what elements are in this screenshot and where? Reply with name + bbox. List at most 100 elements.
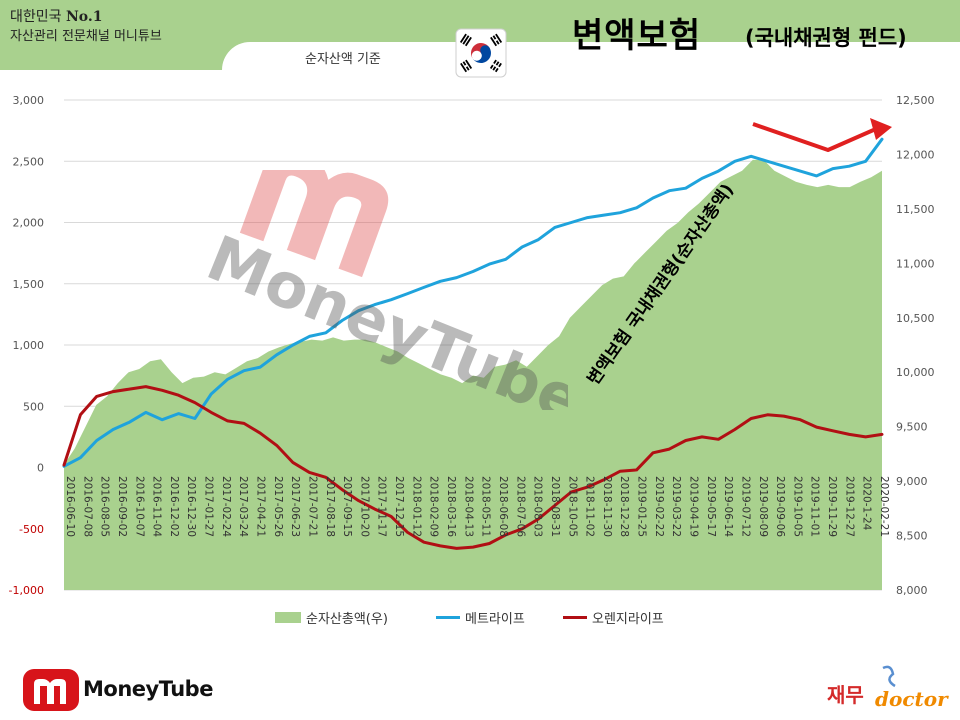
left-tick-label: 0 [37, 462, 44, 475]
page-subtitle: (국내채권형 펀드) [745, 26, 907, 50]
x-tick-label: 2019-03-22 [670, 476, 682, 537]
x-tick-label: 2016-09-02 [116, 476, 128, 537]
chart: 3,000 2,500 2,000 1,500 1,000 500 0 -500 -1,000 1… [9, 94, 935, 597]
korea-flag-icon [455, 28, 507, 78]
x-tick-label: 2017-04-21 [255, 476, 267, 537]
x-tick-label: 2018-07-06 [514, 476, 526, 537]
x-tick-label: 2019-09-06 [774, 476, 786, 537]
x-tick-label: 2019-04-19 [688, 476, 700, 537]
right-tick-label: 8,000 [896, 584, 928, 597]
left-tick-label: 1,000 [13, 339, 45, 352]
x-tick-label: 2016-12-02 [168, 476, 180, 537]
x-tick-label: 2019-10-05 [791, 476, 803, 537]
x-tick-label: 2016-11-04 [151, 476, 163, 537]
x-tick-label: 2017-10-20 [358, 476, 370, 537]
x-tick-label: 2017-11-17 [376, 476, 388, 537]
moneytube-watermark: MoneyTube [197, 170, 568, 410]
x-tick-label: 2019-05-17 [705, 476, 717, 537]
right-tick-label: 9,000 [896, 475, 928, 488]
left-tick-label: 2,000 [13, 217, 45, 230]
legend-item-area: 순자산총액(우) [275, 608, 388, 627]
legend-label-metlife: 메트라이프 [465, 612, 525, 627]
right-tick-label: 12,500 [896, 94, 935, 107]
left-tick-label: 500 [23, 400, 44, 413]
x-tick-label: 2016-10-07 [133, 476, 145, 537]
x-tick-label: 2018-11-02 [584, 476, 596, 537]
x-tick-label: 2018-01-12 [410, 476, 422, 537]
x-tick-label: 2018-05-11 [480, 476, 492, 537]
x-tick-label: 2017-02-24 [220, 476, 232, 537]
x-tick-label: 2019-11-29 [826, 476, 838, 537]
legend-item-orange: 오렌지라이프 [563, 608, 664, 627]
x-tick-label: 2016-06-10 [64, 476, 76, 537]
x-tick-label: 2018-10-05 [566, 476, 578, 537]
moneytube-logo-text: MoneyTube [83, 677, 213, 701]
legend-item-metlife: 메트라이프 [436, 608, 525, 627]
right-tick-label: 10,500 [896, 312, 935, 325]
legend-label-area: 순자산총액(우) [306, 612, 388, 627]
series-area-net-assets [64, 159, 882, 590]
x-tick-label: 2019-08-09 [757, 476, 769, 537]
x-tick-label: 2018-03-16 [445, 476, 457, 537]
x-tick-label: 2017-08-18 [324, 476, 336, 537]
legend-swatch-metlife [436, 616, 460, 619]
moneytube-logo-icon [23, 669, 79, 711]
x-tick-label: 2019-02-22 [653, 476, 665, 537]
x-tick-label: 2017-07-21 [307, 476, 319, 537]
left-tick-label: 3,000 [13, 94, 45, 107]
doctor-logo-left: 재무 [827, 683, 864, 707]
x-tick-label: 2018-06-08 [497, 476, 509, 537]
x-tick-label: 2018-12-28 [618, 476, 630, 537]
x-tick-label: 2019-11-01 [809, 476, 821, 537]
left-tick-label: 2,500 [13, 155, 45, 168]
basis-label: 순자산액 기준 [305, 52, 381, 67]
doctor-logo-right: doctor [875, 687, 949, 711]
x-tick-label: 2018-02-09 [428, 476, 440, 537]
right-tick-label: 11,500 [896, 203, 935, 216]
x-tick-label: 2020-1-24 [861, 476, 873, 531]
header-left-block [0, 0, 222, 42]
x-tick-label: 2019-07-12 [739, 476, 751, 537]
x-tick-label: 2018-08-31 [549, 476, 561, 537]
trend-arrow-icon [752, 118, 892, 152]
right-tick-label: 12,000 [896, 148, 935, 161]
watermark-text: MoneyTube [197, 221, 568, 410]
x-tick-label: 2017-01-27 [203, 476, 215, 537]
x-tick-label: 2019-01-25 [636, 476, 648, 537]
line-layer [62, 137, 884, 550]
legend-swatch-area [275, 612, 301, 623]
right-tick-label: 9,500 [896, 421, 928, 434]
x-tick-label: 2017-06-23 [289, 476, 301, 537]
x-tick-label: 2016-07-08 [81, 476, 93, 537]
right-tick-label: 8,500 [896, 530, 928, 543]
x-tick-label: 2016-12-30 [185, 476, 197, 537]
x-tick-label: 2017-12-15 [393, 476, 405, 537]
x-tick-label: 2019-12-27 [843, 476, 855, 537]
chart-legend: 순자산총액(우) 메트라이프 오렌지라이프 [0, 608, 960, 628]
x-tick-label: 2018-04-13 [462, 476, 474, 537]
right-tick-label: 11,000 [896, 257, 935, 270]
x-tick-label: 2018-08-03 [532, 476, 544, 537]
x-tick-label: 2017-03-24 [237, 476, 249, 537]
legend-label-orange: 오렌지라이프 [592, 612, 664, 627]
axis-layer: 3,000 2,500 2,000 1,500 1,000 500 0 -500 -1,000 1… [9, 94, 935, 597]
area-layer [64, 159, 882, 590]
x-tick-label: 2018-11-30 [601, 476, 613, 537]
x-tick-label: 2020-02-21 [878, 476, 890, 537]
left-tick-label: 1,500 [13, 278, 45, 291]
left-tick-label: -1,000 [9, 584, 44, 597]
right-tick-label: 10,000 [896, 366, 935, 379]
brand-line-2: 자산관리 전문채널 머니튜브 [10, 29, 162, 44]
series-line-metlife [62, 137, 884, 468]
header-white-tab [222, 42, 960, 70]
left-tick-label: -500 [19, 523, 44, 536]
x-tick-label: 2017-09-15 [341, 476, 353, 537]
x-tick-label: 2017-05-26 [272, 476, 284, 537]
series-line-orangelife [62, 385, 884, 550]
x-tick-label: 2019-06-14 [722, 476, 734, 537]
legend-swatch-orange [563, 616, 587, 619]
brand-line-1: 대한민국 No.1 [10, 9, 103, 25]
x-tick-label: 2016-08-05 [99, 476, 111, 537]
jaemu-doctor-logo: 재무 doctor [827, 665, 949, 711]
page-title: 변액보험 [572, 16, 702, 56]
